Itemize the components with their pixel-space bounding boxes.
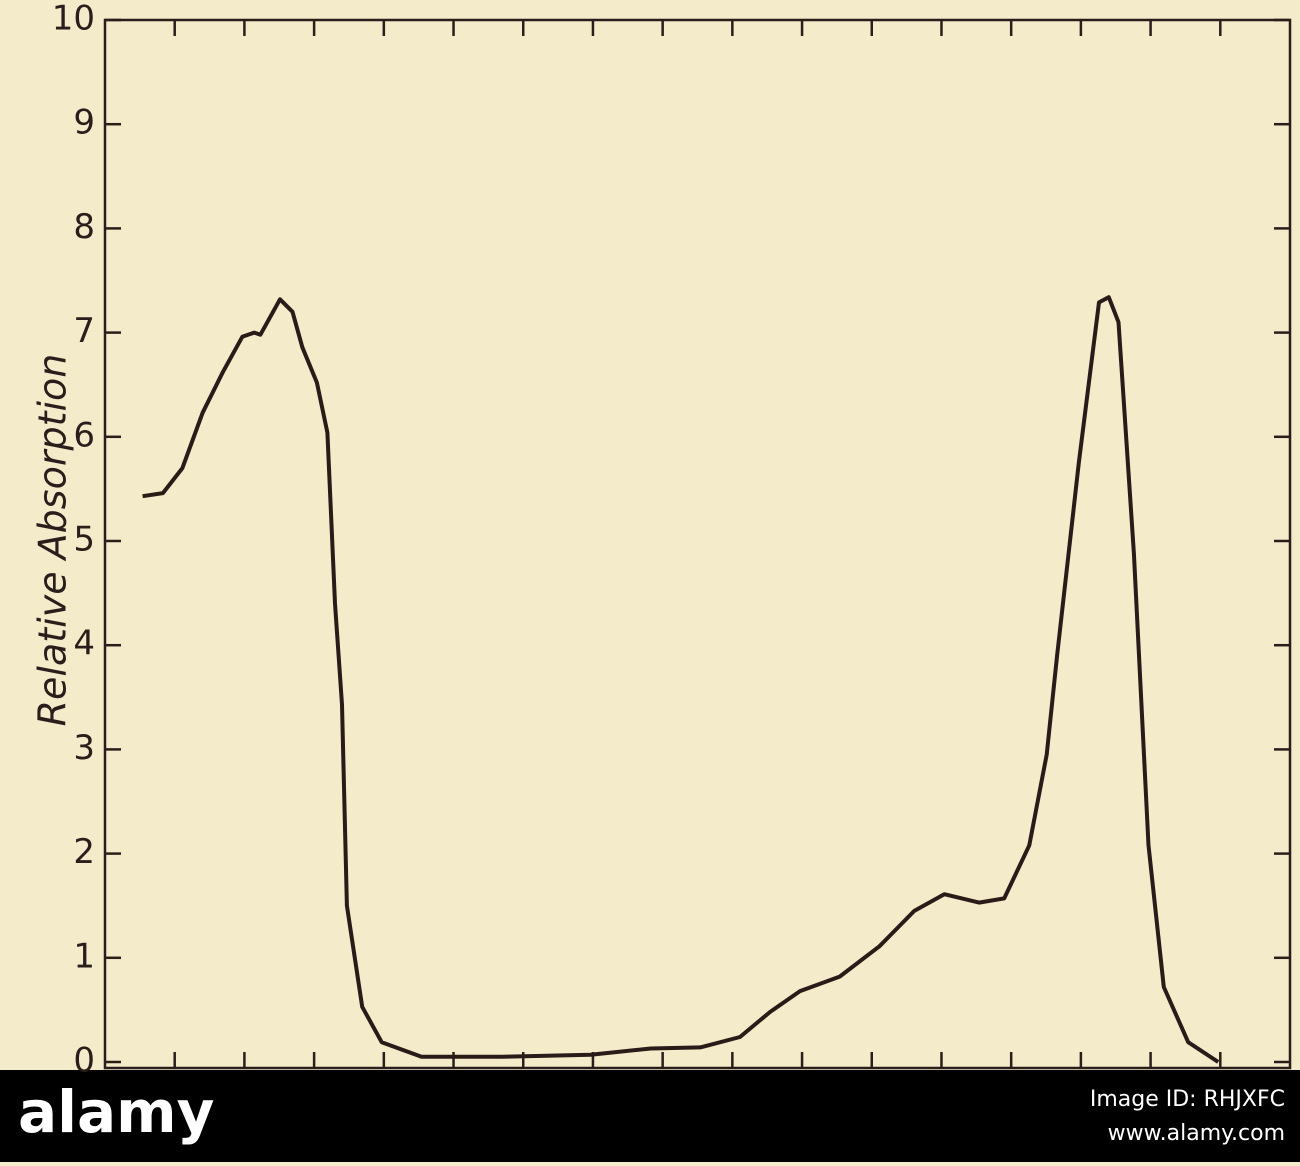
watermark-url: www.alamy.com: [1108, 1121, 1285, 1146]
y-tick-label: 3: [73, 728, 95, 768]
y-tick-label: 1: [73, 936, 95, 976]
y-tick-label: 10: [52, 0, 95, 39]
absorption-line: [142, 295, 1220, 1064]
y-tick-label: 8: [73, 207, 95, 247]
y-tick-label: 0: [73, 1041, 95, 1081]
y-tick-label: 9: [73, 103, 95, 143]
watermark-bar: [0, 1070, 1300, 1162]
y-tick-label: 6: [73, 415, 95, 455]
y-tick-label: 4: [73, 624, 95, 664]
y-axis-label: Relative Absorption: [31, 354, 75, 727]
y-tick-label: 2: [73, 832, 95, 872]
y-tick-label: 7: [73, 311, 95, 351]
y-tick-label: 5: [73, 520, 95, 560]
watermark-id: Image ID: RHJXFC: [1090, 1087, 1285, 1112]
plot-frame: [103, 18, 1292, 1070]
watermark-logo: alamy: [18, 1078, 214, 1146]
